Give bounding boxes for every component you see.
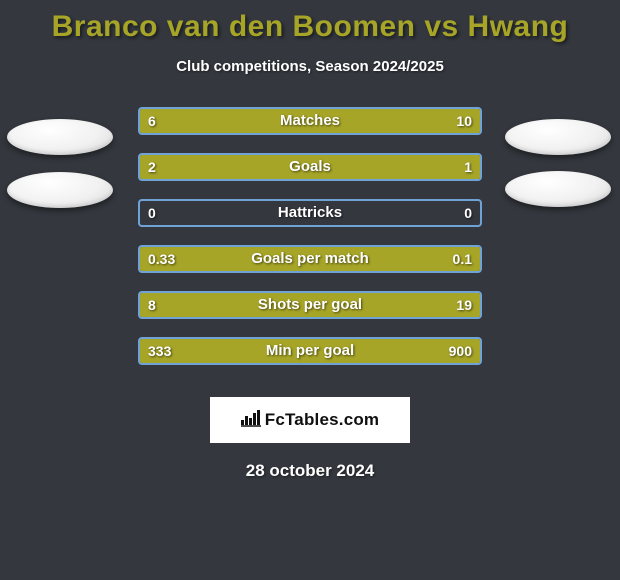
attribution-badge: FcTables.com [210, 397, 410, 443]
bar-right [266, 109, 480, 133]
stat-row: Hattricks00 [0, 199, 620, 245]
player-avatar-placeholder [505, 171, 611, 207]
attribution-text: FcTables.com [265, 410, 380, 430]
bar-left [140, 247, 402, 271]
bar-left [140, 339, 232, 363]
subtitle: Club competitions, Season 2024/2025 [0, 58, 620, 75]
stat-row: Shots per goal819 [0, 291, 620, 337]
bar-left [140, 155, 368, 179]
bar-right [368, 155, 480, 179]
bar-left [140, 109, 266, 133]
bar-right [402, 247, 480, 271]
player-avatar-placeholder [505, 119, 611, 155]
bar-track [138, 245, 482, 273]
player-avatar-placeholder [7, 172, 113, 208]
stat-row: Goals per match0.330.1 [0, 245, 620, 291]
bar-track [138, 337, 482, 365]
stat-row: Min per goal333900 [0, 337, 620, 383]
bar-track [138, 291, 482, 319]
player-avatar-placeholder [7, 119, 113, 155]
bar-left [140, 293, 242, 317]
bar-track [138, 153, 482, 181]
barchart-icon [241, 409, 261, 432]
date-label: 28 october 2024 [0, 461, 620, 481]
bar-track [138, 107, 482, 135]
bar-track [138, 199, 482, 227]
bar-right [242, 293, 480, 317]
bar-right [232, 339, 480, 363]
page-title: Branco van den Boomen vs Hwang [0, 0, 620, 44]
